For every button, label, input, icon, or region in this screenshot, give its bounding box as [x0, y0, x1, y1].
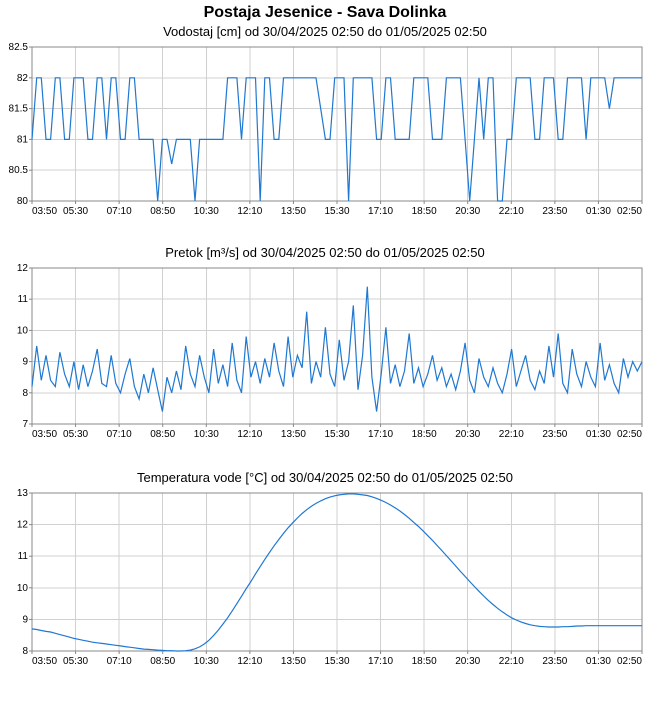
- chart-2: Temperatura vode [°C] od 30/04/2025 02:5…: [0, 468, 650, 695]
- xtick-label: 12:10: [237, 656, 262, 667]
- xtick-label: 05:30: [63, 656, 88, 667]
- xtick-label: 13:50: [281, 206, 306, 217]
- xtick-label: 22:10: [499, 429, 524, 440]
- chart-0: Vodostaj [cm] od 30/04/2025 02:50 do 01/…: [0, 22, 650, 243]
- xtick-label: 22:10: [499, 656, 524, 667]
- xtick-label: 15:30: [324, 206, 349, 217]
- ytick-label: 10: [17, 325, 29, 336]
- xtick-label: 03:50: [32, 656, 57, 667]
- xtick-label: 01:30: [586, 429, 611, 440]
- xtick-label: 13:50: [281, 429, 306, 440]
- ytick-label: 9: [22, 614, 28, 625]
- xtick-label: 18:50: [412, 206, 437, 217]
- xtick-label: 05:30: [63, 429, 88, 440]
- ytick-label: 10: [17, 583, 29, 594]
- ytick-label: 8: [22, 388, 28, 399]
- ytick-label: 12: [17, 520, 29, 531]
- xtick-label: 20:30: [455, 206, 480, 217]
- xtick-label: 02:50: [617, 656, 642, 667]
- xtick-label: 17:10: [368, 656, 393, 667]
- chart-svg-1: 7 8 9 10 11 12 03:50 05:30 07:10 08:50 10:30 12:10 1…: [0, 264, 650, 468]
- xtick-label: 12:10: [237, 206, 262, 217]
- xtick-label: 07:10: [107, 656, 132, 667]
- xtick-label: 02:50: [617, 206, 642, 217]
- xtick-label: 10:30: [194, 656, 219, 667]
- chart-svg-0: 80 80.5 81 81.5 82 82.5 03:50 05:30 07:10 08:50 10…: [0, 43, 650, 243]
- xtick-label: 01:30: [586, 206, 611, 217]
- xtick-label: 22:10: [499, 206, 524, 217]
- xtick-label: 03:50: [32, 206, 57, 217]
- xtick-label: 10:30: [194, 206, 219, 217]
- xtick-label: 10:30: [194, 429, 219, 440]
- chart-1: Pretok [m³/s] od 30/04/2025 02:50 do 01/…: [0, 243, 650, 468]
- xtick-label: 08:50: [150, 206, 175, 217]
- xtick-label: 17:10: [368, 206, 393, 217]
- xtick-label: 13:50: [281, 656, 306, 667]
- ytick-label: 81.5: [9, 104, 29, 115]
- xtick-label: 05:30: [63, 206, 88, 217]
- ytick-label: 7: [22, 419, 28, 430]
- xtick-label: 20:30: [455, 656, 480, 667]
- xtick-label: 12:10: [237, 429, 262, 440]
- xtick-label: 23:50: [542, 206, 567, 217]
- xtick-label: 18:50: [412, 656, 437, 667]
- xtick-label: 23:50: [542, 429, 567, 440]
- ytick-label: 82.5: [9, 43, 29, 53]
- xtick-label: 23:50: [542, 656, 567, 667]
- chart-title-1: Pretok [m³/s] od 30/04/2025 02:50 do 01/…: [0, 243, 650, 264]
- ytick-label: 11: [18, 294, 29, 305]
- xtick-label: 15:30: [324, 429, 349, 440]
- xtick-label: 02:50: [617, 429, 642, 440]
- chart-title-0: Vodostaj [cm] od 30/04/2025 02:50 do 01/…: [0, 22, 650, 43]
- ytick-label: 11: [18, 551, 29, 562]
- chart-title-2: Temperatura vode [°C] od 30/04/2025 02:5…: [0, 468, 650, 489]
- ytick-label: 81: [17, 134, 29, 145]
- xtick-label: 08:50: [150, 429, 175, 440]
- xtick-label: 17:10: [368, 429, 393, 440]
- xtick-label: 18:50: [412, 429, 437, 440]
- ytick-label: 82: [17, 73, 29, 84]
- ytick-label: 8: [22, 646, 28, 657]
- ytick-label: 12: [17, 264, 29, 274]
- xtick-label: 07:10: [107, 429, 132, 440]
- xtick-label: 07:10: [107, 206, 132, 217]
- ytick-label: 13: [17, 489, 29, 499]
- ytick-label: 80: [17, 196, 29, 207]
- xtick-label: 01:30: [586, 656, 611, 667]
- xtick-label: 08:50: [150, 656, 175, 667]
- xtick-label: 20:30: [455, 429, 480, 440]
- main-title: Postaja Jesenice - Sava Dolinka: [0, 0, 650, 22]
- ytick-label: 9: [22, 357, 28, 368]
- ytick-label: 80.5: [9, 165, 29, 176]
- xtick-label: 15:30: [324, 656, 349, 667]
- chart-svg-2: 8 9 10 11 12 13 03:50 05:30 07:10 08:50 10:30 12:10…: [0, 489, 650, 695]
- xtick-label: 03:50: [32, 429, 57, 440]
